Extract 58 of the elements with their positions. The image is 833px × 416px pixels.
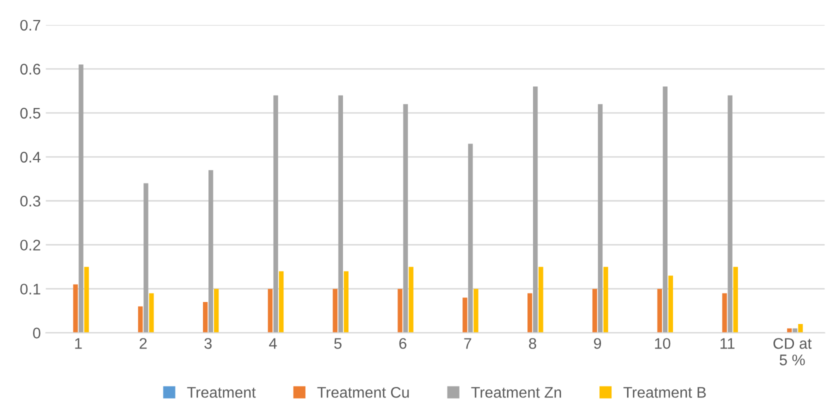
bar [273, 95, 278, 333]
x-tick-label: 8 [529, 338, 536, 349]
x-tick-label: 4 [269, 338, 277, 349]
bar [149, 293, 154, 333]
x-tick-label: 10 [655, 338, 670, 349]
x-tick-label: 9 [594, 338, 602, 349]
bar [144, 183, 148, 333]
bar [403, 104, 408, 333]
bar [208, 170, 214, 333]
bar [728, 95, 732, 333]
bar [662, 86, 668, 333]
bar [657, 288, 662, 333]
x-tick-label: 7 [464, 338, 472, 349]
bar [214, 288, 219, 333]
bar [344, 271, 349, 333]
bar [73, 284, 78, 333]
bar [268, 288, 273, 333]
bar [533, 86, 538, 333]
x-tick-label: CD at 5 % [773, 338, 812, 366]
y-tick-label: 0 [33, 328, 40, 338]
bar [603, 266, 608, 333]
bar [84, 266, 89, 333]
x-tick-label: 2 [140, 338, 147, 349]
bar [462, 298, 468, 333]
bar [398, 288, 402, 333]
y-tick-label: 0.4 [20, 152, 41, 163]
x-tick-label: 3 [204, 338, 212, 349]
bar [408, 266, 414, 333]
bar [798, 324, 803, 333]
x-tick-label: 6 [399, 338, 406, 349]
bar [474, 288, 478, 333]
x-tick-label: 11 [720, 338, 734, 349]
bar [538, 266, 544, 333]
y-tick-label: 0.3 [20, 196, 40, 207]
bar [527, 293, 532, 333]
bar [468, 144, 473, 333]
bar [592, 288, 598, 333]
bar [338, 95, 343, 333]
bar [202, 302, 208, 333]
bar [332, 288, 338, 333]
x-tick-label: 1 [75, 338, 82, 349]
y-tick-label: 0.6 [20, 64, 40, 75]
bar [722, 293, 727, 333]
x-tick-label: 5 [334, 338, 342, 349]
bar [278, 271, 284, 333]
legend-label: Treatment [187, 387, 256, 398]
bar [598, 104, 603, 333]
y-tick-label: 0.2 [20, 240, 40, 251]
bar [138, 306, 143, 333]
legend-label: Treatment B [623, 387, 706, 398]
y-tick-label: 0.1 [20, 284, 40, 295]
bar [668, 276, 674, 333]
y-tick-label: 0.5 [20, 108, 40, 119]
legend-label: Treatment Cu [317, 386, 409, 398]
bar [78, 64, 84, 333]
y-tick-label: 0.7 [20, 20, 40, 31]
bar [733, 266, 738, 333]
legend-label: Treatment Zn [471, 387, 562, 398]
